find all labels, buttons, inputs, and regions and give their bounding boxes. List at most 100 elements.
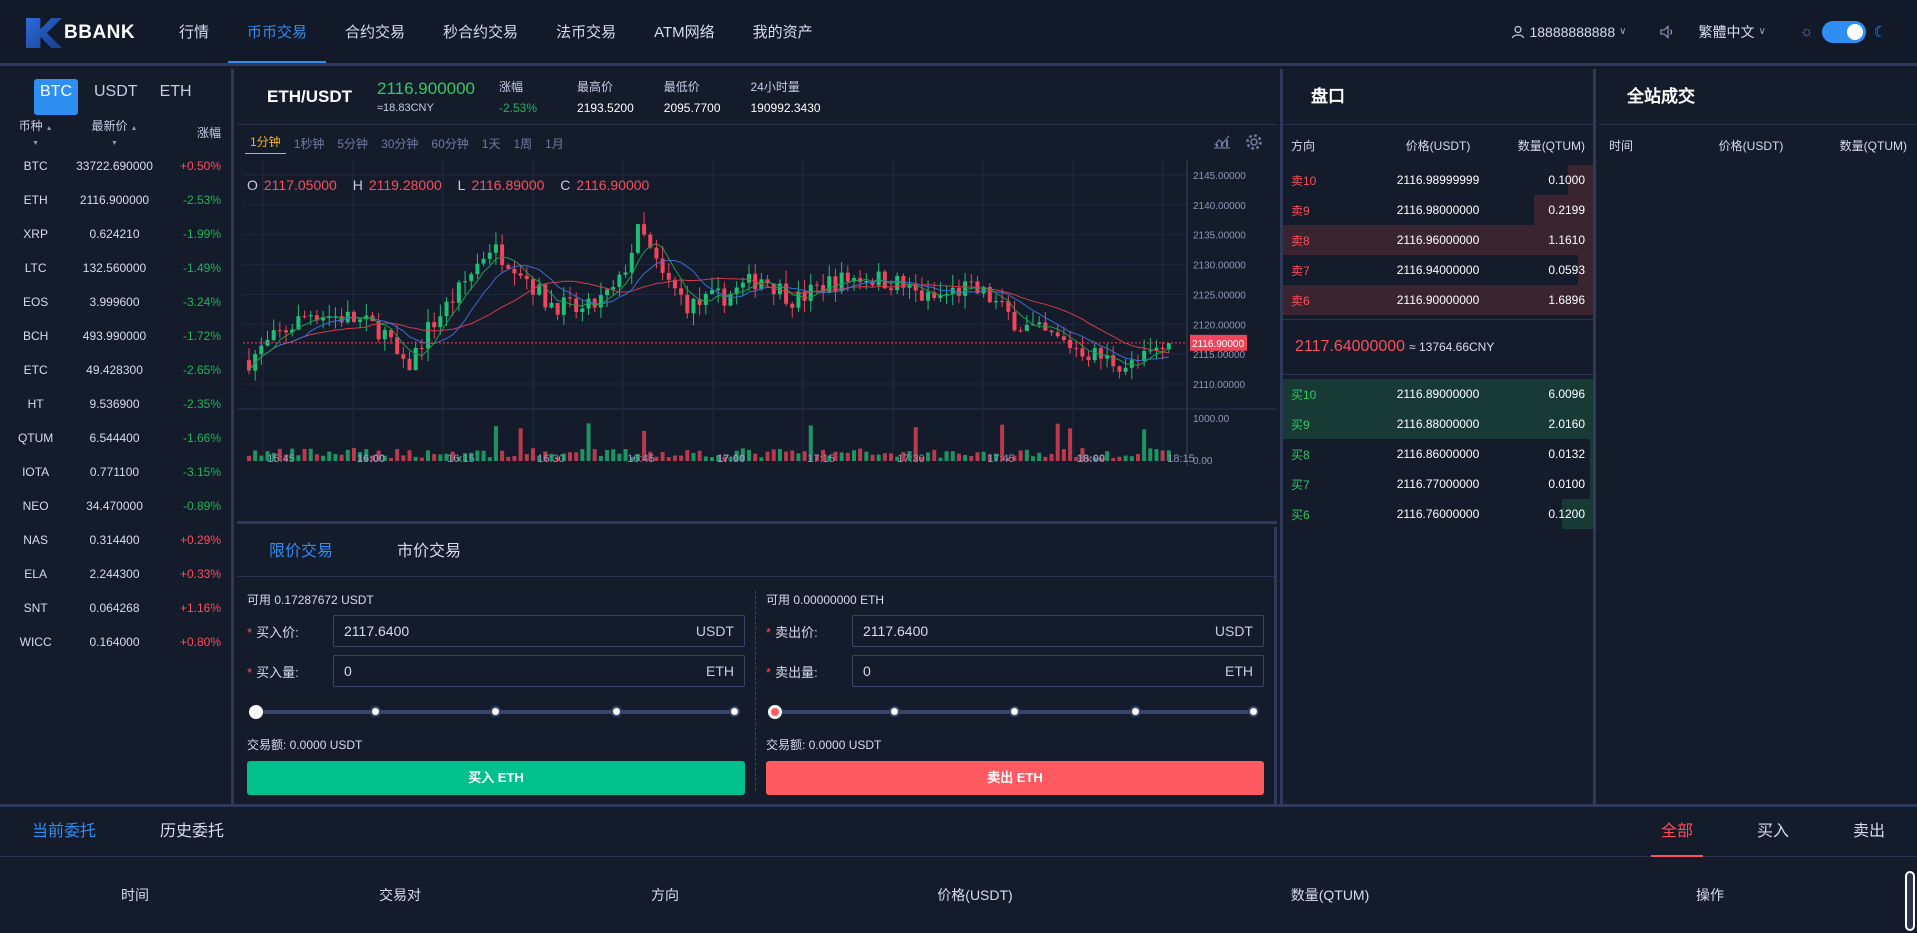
market-row[interactable]: ETC 49.428300 -2.65%	[0, 353, 231, 387]
market-row[interactable]: IOTA 0.771100 -3.15%	[0, 455, 231, 489]
orders-tab[interactable]: 当前委托	[32, 823, 97, 840]
sell-qty-input[interactable]: 0 ETH	[852, 655, 1264, 687]
volume-bar	[1105, 451, 1110, 461]
volume-bar	[253, 450, 258, 461]
volume-bar	[506, 456, 511, 461]
header-right: 18888888888 ∨ 繁體中文 ∨ ☼ ☾	[1477, 0, 1887, 63]
row-qty: 6.0096	[1548, 387, 1586, 401]
market-row[interactable]: ELA 2.244300 +0.33%	[0, 557, 231, 591]
sell-percent-slider[interactable]	[768, 691, 1260, 731]
col-symbol[interactable]: 币种 ▲ ▼	[18, 118, 53, 147]
interval-tab[interactable]: 5分钟	[337, 136, 369, 151]
interval-tab[interactable]: 1天	[481, 136, 501, 151]
market-row[interactable]: EOS 3.999600 -3.24%	[0, 285, 231, 319]
indicator-icon[interactable]	[1213, 133, 1231, 149]
bid-row[interactable]: 买8 2116.86000000 0.0132	[1283, 439, 1593, 469]
row-price: 0.624210	[89, 227, 140, 241]
interval-tab[interactable]: 1月	[545, 136, 564, 151]
row-change: -0.89%	[182, 499, 221, 513]
scrollbar-thumb[interactable]	[1905, 871, 1915, 931]
volume-bar	[1123, 455, 1128, 461]
trade-tab[interactable]: 限价交易	[268, 543, 333, 560]
volume-bar	[580, 449, 585, 461]
nav-item[interactable]: 币币交易	[228, 0, 327, 63]
notice-button[interactable]	[1660, 24, 1676, 39]
interval-tab[interactable]: 1周	[513, 136, 533, 151]
sell-price-input[interactable]: 2117.6400 USDT	[852, 615, 1264, 647]
nav-item[interactable]: 我的资产	[752, 24, 813, 41]
row-price: 2116.96000000	[1396, 233, 1480, 247]
ma-line-long	[248, 277, 1169, 371]
market-tab[interactable]: ETH	[159, 83, 192, 100]
theme-toggle[interactable]	[1821, 20, 1866, 43]
market-row[interactable]: ETH 2116.900000 -2.53%	[0, 183, 231, 217]
market-row[interactable]: WICC 0.164000 +0.80%	[0, 625, 231, 659]
theme-switch[interactable]: ☼ ☾	[1800, 20, 1887, 43]
nav-item[interactable]: 秒合约交易	[443, 24, 519, 41]
logo[interactable]: BBANK	[26, 18, 135, 48]
sell-button[interactable]: 卖出 ETH	[766, 761, 1264, 795]
market-tab[interactable]: BTC	[34, 79, 78, 115]
nav-item[interactable]: 合约交易	[345, 24, 406, 41]
buy-form: 可用 0.17287672 USDT * 买入价: 2117.6400 USDT *…	[247, 583, 745, 795]
volume-bar	[827, 455, 832, 461]
buy-price-input[interactable]: 2117.6400 USDT	[333, 615, 745, 647]
depth-bar	[1577, 255, 1593, 285]
market-row[interactable]: LTC 132.560000 -1.49%	[0, 251, 231, 285]
candle-body	[339, 316, 344, 323]
volume-bar	[500, 450, 505, 461]
interval-tab[interactable]: 30分钟	[381, 136, 419, 151]
market-row[interactable]: BCH 493.990000 -1.72%	[0, 319, 231, 353]
orders-tab[interactable]: 历史委托	[160, 823, 225, 840]
market-row[interactable]: XRP 0.624210 -1.99%	[0, 217, 231, 251]
col-price[interactable]: 最新价 ▲ ▼	[91, 118, 138, 147]
volume-bar	[790, 450, 795, 461]
buy-percent-slider[interactable]	[249, 691, 741, 731]
bid-row[interactable]: 买7 2116.77000000 0.0100	[1283, 469, 1593, 499]
market-trades-title: 全站成交	[1599, 69, 1917, 125]
candle-body	[802, 291, 807, 301]
kline-chart[interactable]: 2116.90000 2145.00000 2140.00000 2135.00000…	[237, 161, 1277, 466]
market-row[interactable]: NAS 0.314400 +0.29%	[0, 523, 231, 557]
candle-body	[259, 345, 264, 355]
market-row[interactable]: QTUM 6.544400 -1.66%	[0, 421, 231, 455]
buy-button[interactable]: 买入 ETH	[247, 761, 745, 795]
row-price: 9.536900	[89, 397, 140, 411]
candle-body	[530, 279, 535, 295]
market-row[interactable]: BTC 33722.690000 +0.50%	[0, 149, 231, 183]
candle-body	[1080, 348, 1085, 357]
orders-filter-0[interactable]: 全部	[1629, 807, 1725, 857]
interval-tab[interactable]: 1分钟	[245, 133, 286, 154]
nav-item[interactable]: ATM网络	[654, 24, 715, 41]
interval-tab[interactable]: 1秒钟	[293, 136, 325, 151]
bid-row[interactable]: 买6 2116.76000000 0.1200	[1283, 499, 1593, 529]
orders-filter-1[interactable]: 买入	[1756, 823, 1789, 840]
row-symbol: ETC	[23, 363, 48, 377]
volume-bar	[574, 452, 579, 461]
buy-qty-input[interactable]: 0 ETH	[333, 655, 745, 687]
interval-tab[interactable]: 60分钟	[431, 136, 469, 151]
ask-row[interactable]: 卖10 2116.98999999 0.1000	[1283, 165, 1593, 195]
ask-row[interactable]: 卖8 2116.96000000 1.1610	[1283, 225, 1593, 255]
market-row[interactable]: HT 9.536900 -2.35%	[0, 387, 231, 421]
orders-filter-2[interactable]: 卖出	[1852, 823, 1885, 840]
ask-row[interactable]: 卖9 2116.98000000 0.2199	[1283, 195, 1593, 225]
ask-row[interactable]: 卖7 2116.94000000 0.0593	[1283, 255, 1593, 285]
volume-bar	[444, 453, 449, 461]
gear-icon[interactable]	[1245, 133, 1263, 151]
volume-bar	[376, 450, 381, 461]
volume-bar	[314, 454, 319, 461]
trade-tab[interactable]: 市价交易	[396, 543, 461, 560]
market-row[interactable]: SNT 0.064268 +1.16%	[0, 591, 231, 625]
market-tab[interactable]: USDT	[94, 83, 138, 100]
language-select[interactable]: 繁體中文 ∨	[1698, 22, 1765, 42]
user-menu[interactable]: 18888888888 ∨	[1511, 24, 1626, 40]
market-row[interactable]: NEO 34.470000 -0.89%	[0, 489, 231, 523]
bid-row[interactable]: 买10 2116.89000000 6.0096	[1283, 379, 1593, 409]
volume-bar	[685, 450, 690, 461]
bid-row[interactable]: 买9 2116.88000000 2.0160	[1283, 409, 1593, 439]
candle-body	[376, 321, 381, 340]
nav-item[interactable]: 行情	[179, 24, 210, 41]
nav-item[interactable]: 法币交易	[556, 24, 617, 41]
ask-row[interactable]: 卖6 2116.90000000 1.6896	[1283, 285, 1593, 315]
